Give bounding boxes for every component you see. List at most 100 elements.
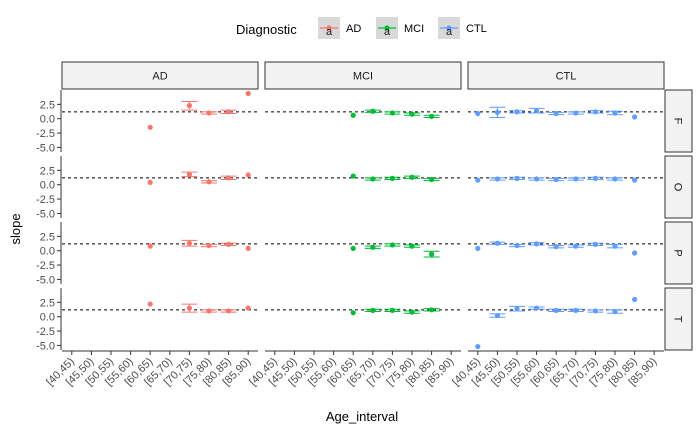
data-point (612, 110, 618, 116)
legend-key-point (446, 25, 452, 31)
data-point (370, 244, 376, 250)
data-point-group (489, 106, 506, 119)
data-point (573, 176, 579, 182)
data-point-group (404, 243, 420, 249)
legend-item-mci: a MCI (376, 17, 424, 39)
data-point (186, 240, 192, 246)
data-point-group (364, 244, 381, 250)
data-point (389, 110, 395, 116)
data-point-group (607, 110, 623, 116)
strip-label: CTL (556, 71, 577, 83)
data-point-group (489, 312, 506, 319)
panel-f-ad (62, 90, 258, 130)
data-point-group (384, 307, 401, 313)
panel-t-ctl (468, 296, 664, 350)
strip-ctl: CTL (467, 61, 665, 90)
data-point-group (220, 308, 237, 314)
legend-key-point (326, 25, 332, 31)
data-point-group (528, 176, 545, 182)
data-point (514, 175, 520, 181)
data-point (409, 243, 415, 249)
y-tick-label: -2.5 (36, 260, 55, 272)
data-point (350, 173, 356, 179)
data-point (534, 108, 540, 114)
data-point-group (509, 305, 525, 312)
data-point (475, 343, 481, 350)
data-point-group (632, 114, 638, 120)
data-point-group (632, 296, 638, 303)
data-point (592, 241, 599, 247)
strip-box (264, 61, 462, 90)
data-point-group (548, 244, 565, 250)
y-tick-label: -2.5 (36, 194, 55, 206)
y-tick-label: 0.0 (40, 312, 55, 324)
data-point-group (632, 250, 638, 256)
legend-title: Diagnostic (236, 22, 297, 37)
data-point (245, 90, 251, 97)
y-tick-label: -2.5 (36, 326, 55, 338)
legend-key-glyph: a (326, 26, 333, 38)
panel-p-mci (265, 242, 461, 258)
data-point-group (245, 172, 251, 178)
data-point (370, 108, 376, 114)
strip-label: F (672, 118, 684, 125)
data-point-group (423, 250, 440, 258)
data-point (350, 245, 356, 252)
y-tick-label: -5.0 (36, 274, 55, 286)
data-point-group (350, 112, 356, 118)
data-point-group (475, 245, 481, 252)
data-point (350, 112, 356, 118)
data-point (370, 307, 376, 313)
strip-label: T (672, 316, 684, 323)
data-point (632, 177, 638, 183)
legend: Diagnostic a AD a MCI a CTL (236, 17, 487, 39)
data-point-group (607, 243, 623, 249)
data-point-group (364, 307, 381, 313)
data-point (206, 110, 212, 116)
strip-o: O (664, 155, 693, 219)
data-point-group (364, 108, 381, 114)
data-point (206, 179, 212, 185)
data-point (245, 245, 251, 252)
data-point (632, 250, 638, 256)
data-point-group (181, 100, 198, 111)
data-point-group (201, 308, 217, 314)
data-point-group (181, 303, 198, 313)
data-point-group (423, 307, 440, 313)
strip-f: F (664, 89, 693, 153)
panel-t-ad (62, 301, 258, 314)
data-point-group (404, 174, 420, 180)
data-point (494, 240, 500, 246)
data-point (553, 176, 559, 183)
data-point-group (404, 309, 420, 315)
data-point (553, 110, 559, 117)
data-point-group (475, 343, 481, 350)
data-point (494, 109, 500, 115)
data-point-group (220, 175, 237, 181)
panel-p-ctl (468, 240, 664, 256)
legend-label: CTL (466, 23, 487, 35)
data-point (612, 176, 618, 182)
data-point (612, 308, 618, 315)
data-point-group (181, 239, 198, 247)
data-point-group (364, 176, 381, 182)
x-axis-ctl: [40,45)[45,50)[50,55)[55,60)[60,65)[65,7… (450, 350, 664, 388)
strip-ad: AD (61, 61, 259, 90)
strip-mci: MCI (264, 61, 462, 90)
data-point (389, 307, 395, 313)
data-point-group (350, 245, 356, 252)
legend-key-glyph: a (384, 26, 391, 38)
data-point (553, 244, 559, 250)
data-point (389, 175, 395, 181)
data-point-group (475, 110, 481, 117)
x-axes: [40,45)[45,50)[50,55)[55,60)[60,65)[65,7… (44, 350, 664, 388)
panel-t-mci (265, 307, 461, 316)
data-point (206, 308, 212, 314)
data-point-group (548, 307, 565, 313)
data-point (429, 307, 435, 313)
data-point (226, 308, 232, 314)
x-axis-title: Age_interval (326, 409, 398, 424)
data-point-group (147, 243, 153, 249)
